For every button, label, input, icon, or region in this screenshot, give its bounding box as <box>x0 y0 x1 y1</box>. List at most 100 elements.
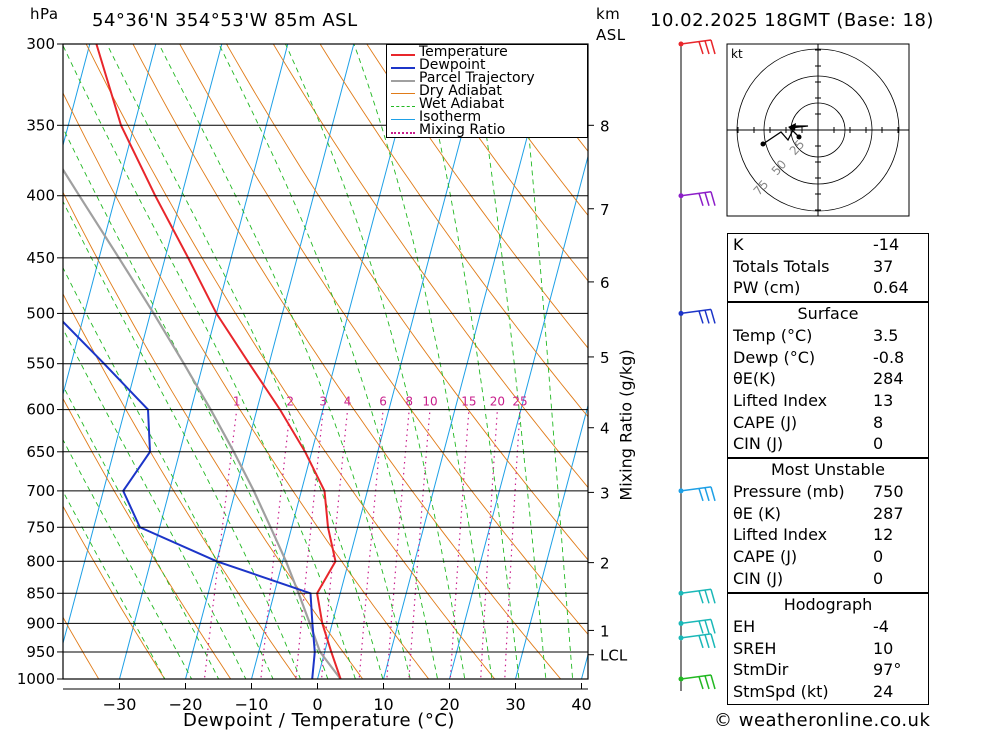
pressure-tick-label: 650 <box>26 443 55 461</box>
index-value: 37 <box>873 256 894 276</box>
storm-motion-arrow <box>788 123 796 131</box>
legend-label: Isotherm <box>419 109 482 125</box>
legend-swatch <box>391 93 415 94</box>
wind-barb-flag <box>698 488 704 502</box>
legend-item-temperature: Temperature <box>387 44 587 61</box>
pressure-tick-label: 950 <box>26 643 55 661</box>
pressure-tick-label: 600 <box>26 401 55 419</box>
chart-legend: Temperature Dewpoint Parcel Trajectory D… <box>386 44 588 138</box>
index-value: 12 <box>873 525 894 545</box>
dry-adiabat-line <box>63 616 100 679</box>
legend-item-wet-adiabat: Wet Adiabat <box>387 96 587 113</box>
index-value: 3.5 <box>873 326 899 345</box>
index-key: StmSpd (kt) <box>733 682 829 702</box>
wind-barb-shaft <box>680 633 712 639</box>
wind-barb-flag <box>710 486 716 502</box>
hodograph-point <box>796 134 802 140</box>
most-unstable-title: Most Unstable <box>771 460 885 479</box>
wind-barb-shaft <box>680 588 712 595</box>
index-value: 13 <box>873 391 894 411</box>
mixing-ratio-line <box>260 409 291 679</box>
wet-adiabat-line <box>63 490 166 679</box>
legend-label: Mixing Ratio <box>419 122 506 138</box>
index-row: CIN (J) 0 <box>728 433 928 455</box>
wind-barb-flag <box>698 620 704 634</box>
wet-adiabat-line <box>63 126 329 679</box>
index-value: 8 <box>873 412 884 432</box>
index-row: Pressure (mb) 750 <box>728 481 928 503</box>
hodograph-point <box>760 141 766 147</box>
mixing-ratio-label: 10 <box>422 395 437 409</box>
km-tick-label: 8 <box>600 117 610 135</box>
wind-barb-flag <box>698 590 704 604</box>
isotherm-line <box>514 403 588 679</box>
mixing-ratio-line <box>320 409 349 679</box>
index-row: K -14 <box>728 234 928 256</box>
index-value: 0.64 <box>873 278 909 298</box>
pressure-tick-label: 750 <box>26 518 55 536</box>
mixing-ratio-line <box>203 409 238 679</box>
isotherm-line <box>118 44 289 679</box>
wind-barb-flag <box>698 310 704 324</box>
wind-barb-flag <box>704 40 710 55</box>
index-key: CAPE (J) <box>733 412 798 432</box>
index-key: CIN (J) <box>733 434 784 454</box>
mixing-ratio-label: 25 <box>512 395 527 409</box>
mixing-ratio-label: 8 <box>405 395 413 409</box>
mixing-ratio-label: 1 <box>233 395 241 409</box>
pressure-tick-label: 850 <box>26 584 55 602</box>
index-row: SREH 10 <box>728 638 928 660</box>
x-tick-label: 20 <box>439 695 459 714</box>
index-value: 10 <box>873 638 894 658</box>
legend-item-parcel: Parcel Trajectory <box>387 70 587 87</box>
km-tick-label: 2 <box>600 555 610 573</box>
legend-item-mixing-ratio: Mixing Ratio <box>387 122 587 139</box>
mixing-ratio-line <box>386 409 410 679</box>
index-value: 0 <box>873 547 884 567</box>
index-key: SREH <box>733 638 777 658</box>
legend-label: Dewpoint <box>419 57 486 73</box>
location-header: 54°36'N 354°53'W 85m ASL <box>92 10 358 31</box>
dry-adiabat-line <box>63 191 364 679</box>
mixing-ratio-line <box>408 409 431 679</box>
legend-item-dewpoint: Dewpoint <box>387 57 587 74</box>
wind-barb-flag <box>704 310 710 324</box>
wind-barb-flag <box>710 309 716 324</box>
index-key: Dewp (°C) <box>733 347 816 367</box>
index-key: PW (cm) <box>733 278 801 298</box>
wind-barb-flag <box>698 193 704 206</box>
site-credit[interactable]: © weatheronline.co.uk <box>714 710 931 731</box>
wind-barb-flag <box>710 633 716 649</box>
dry-adiabat-line <box>319 44 588 418</box>
x-axis-title: Dewpoint / Temperature (°C) <box>183 710 455 731</box>
pressure-tick-label: 800 <box>26 552 55 570</box>
index-value: 97° <box>873 660 902 680</box>
datetime-header: 10.02.2025 18GMT (Base: 18) <box>650 10 934 31</box>
plot-frame <box>62 43 589 680</box>
surface-title: Surface <box>797 304 859 323</box>
isotherm-line <box>63 44 91 148</box>
km-tick-label: 5 <box>600 349 610 367</box>
index-value: 0 <box>873 434 884 454</box>
index-row: CAPE (J) 0 <box>728 546 928 568</box>
wind-barb-shaft <box>680 308 712 315</box>
legend-item-isotherm: Isotherm <box>387 109 587 126</box>
wind-barb-shaft <box>680 39 712 45</box>
mixing-ratio-label: 20 <box>490 395 505 409</box>
index-key: K <box>733 235 744 254</box>
legend-label: Wet Adiabat <box>419 96 505 112</box>
wet-adiabat-line <box>106 44 384 679</box>
pressure-tick-label: 300 <box>26 35 55 53</box>
wind-barb-flag <box>704 192 710 206</box>
index-row: Lifted Index 13 <box>728 390 928 412</box>
index-row: EH -4 <box>728 616 928 638</box>
index-row: StmDir 97° <box>728 659 928 681</box>
index-row: Dewp (°C) -0.8 <box>728 347 928 369</box>
hodograph-unit: kt <box>731 47 743 61</box>
pressure-unit-label: hPa <box>30 5 59 23</box>
mixing-ratio-label: 2 <box>286 395 294 409</box>
index-value: 24 <box>873 682 894 702</box>
wet-adiabat-line <box>63 438 193 679</box>
legend-swatch <box>391 119 415 120</box>
